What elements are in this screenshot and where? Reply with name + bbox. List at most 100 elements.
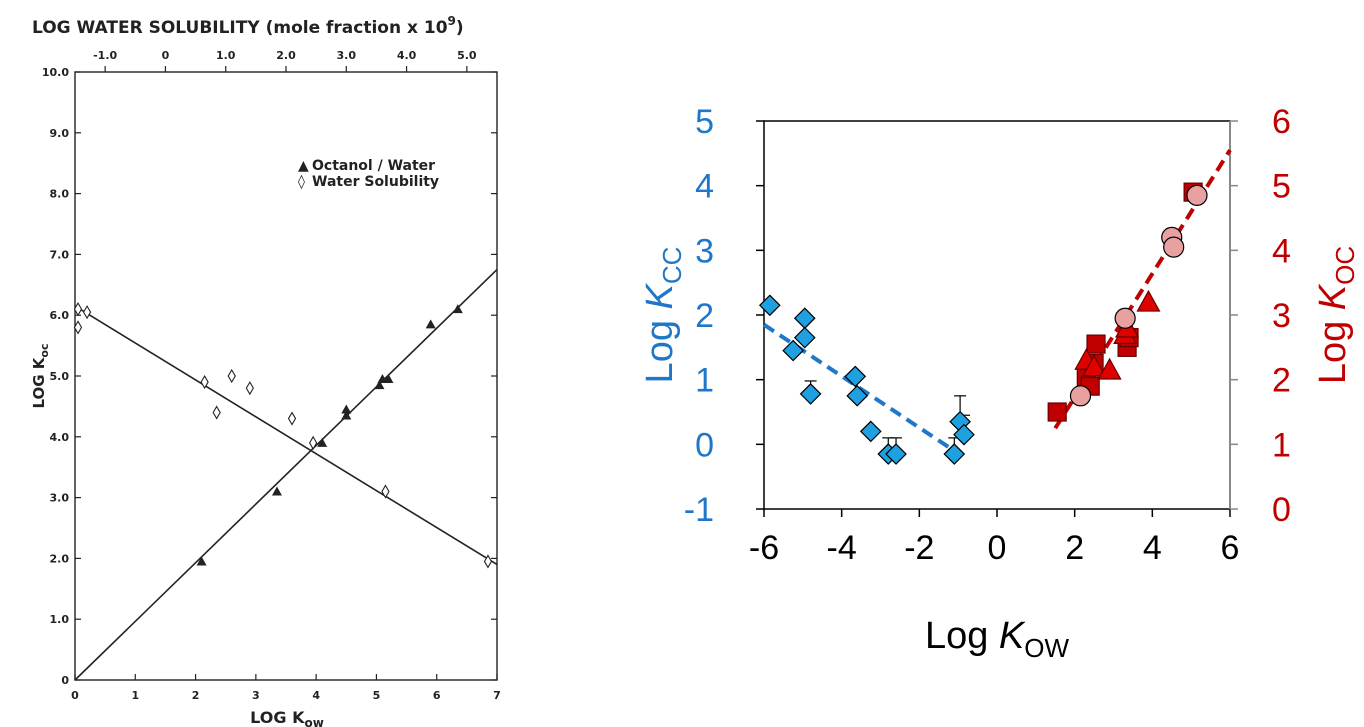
legend-octanol-label: Octanol / Water	[312, 158, 435, 174]
legend-octanol-symbol: ▲	[298, 158, 309, 174]
y-tick-label: 7.0	[50, 248, 70, 261]
solubility-point	[227, 368, 236, 384]
left-y-tick-label: 5	[695, 103, 714, 141]
right-y-axis-label: Log KOC	[1312, 246, 1360, 384]
y-tick-label: 3.0	[50, 492, 70, 505]
koc-circle-point	[1163, 236, 1185, 258]
koc-circle-point	[1069, 385, 1092, 407]
x-tick-label: 5	[373, 689, 381, 702]
x-tick-label: 2	[192, 689, 200, 702]
left-y-tick-label: 0	[695, 426, 714, 464]
x-tick-label: 3	[252, 689, 260, 702]
x-tick-label: 7	[493, 689, 501, 702]
solubility-point	[73, 320, 83, 335]
right-y-tick-label: 5	[1272, 168, 1291, 206]
right-y-tick-label: 2	[1272, 362, 1291, 400]
x-axis-ticks: 0 1 2 3 4 5 6 7	[71, 674, 501, 702]
right-y-tick-label: 1	[1272, 426, 1291, 464]
legend-solubility-symbol: ◊	[298, 174, 305, 190]
left-y-axis-label: Log KCC	[639, 247, 687, 384]
y-tick-label: 10.0	[42, 66, 69, 79]
legend: ▲ Octanol / Water ◊ Water Solubility	[298, 158, 439, 190]
y-tick-label: 5.0	[50, 370, 70, 383]
x-tick-label-right: 4	[1143, 529, 1162, 567]
top-tick-label: -1.0	[93, 49, 117, 62]
solubility-fit-line	[74, 305, 498, 566]
right-y-tick-label: 4	[1272, 232, 1291, 270]
koc-vs-kow-scan-chart: LOG WATER SOLUBILITY (mole fraction x 10…	[30, 14, 501, 727]
y-tick-label: 1.0	[50, 613, 70, 626]
legend-solubility-label: Water Solubility	[312, 174, 439, 190]
top-tick-label: 3.0	[337, 49, 357, 62]
solubility-point	[212, 405, 221, 420]
kcc-diamond-point	[953, 423, 975, 446]
x-axis-label: LOG Kow	[250, 708, 324, 727]
plot-frame-right	[763, 120, 1231, 510]
koc-circle-point	[1186, 184, 1208, 206]
x-tick-label: 4	[312, 689, 320, 702]
axis-ticks: -6 -4 -2 0 2 4 6 -1 0 1 2 3 4 5 0 1 2 3 4 5 6	[684, 103, 1291, 567]
right-y-tick-label: 6	[1272, 103, 1291, 141]
kcc-diamond-point	[844, 365, 867, 388]
left-y-tick-label: 1	[695, 362, 714, 400]
octanol-point	[341, 404, 352, 414]
solubility-point	[308, 435, 318, 450]
solubility-point	[381, 484, 390, 499]
solubility-point	[200, 374, 209, 390]
y-tick-label: 6.0	[50, 309, 70, 322]
x-tick-label: 1	[131, 689, 139, 702]
solubility-point	[483, 554, 493, 569]
koc-triangle-point	[1082, 354, 1107, 377]
x-tick-label: 6	[433, 689, 441, 702]
koc-square-point	[1047, 402, 1067, 422]
right-y-tick-label: 0	[1272, 491, 1291, 529]
kcc-diamond-point	[943, 443, 966, 465]
solubility-point	[287, 411, 297, 426]
y-tick-label: 0	[61, 674, 69, 687]
octanol-fit-line	[74, 269, 498, 681]
x-tick-label-right: -4	[827, 529, 857, 567]
y-axis-ticks: 0 1.0 2.0 3.0 4.0 5.0 6.0 7.0 8.0 9.0 10.0	[42, 66, 497, 687]
data-points	[73, 302, 493, 569]
data-points	[758, 182, 1208, 465]
kcc-diamond-point	[793, 307, 816, 330]
octanol-point	[271, 486, 282, 496]
octanol-point	[341, 410, 352, 420]
x-axis-label-right: Log KOW	[925, 615, 1070, 663]
koc-circle-point	[1114, 307, 1136, 329]
octanol-point	[374, 380, 385, 390]
y-tick-label: 2.0	[50, 552, 70, 565]
kcc-diamond-point	[799, 383, 822, 405]
x-tick-label-right: 0	[988, 529, 1007, 567]
y-axis-label: LOG Koc	[30, 343, 51, 408]
top-tick-label: 1.0	[216, 49, 236, 62]
octanol-point	[317, 437, 328, 447]
left-y-tick-label: 2	[695, 297, 714, 335]
top-tick-label: 2.0	[276, 49, 296, 62]
koc-triangle-point	[1136, 289, 1161, 312]
x-tick-label-right: -6	[749, 529, 779, 567]
solubility-point	[245, 381, 254, 396]
x-tick-label-right: 2	[1065, 529, 1084, 567]
top-tick-label: 0	[162, 49, 170, 62]
solubility-point	[82, 305, 92, 320]
x-tick-label-right: -2	[904, 529, 934, 567]
right-y-tick-label: 3	[1272, 297, 1291, 335]
kcc-diamond-point	[793, 326, 816, 349]
octanol-point	[452, 304, 463, 314]
plot-frame	[74, 71, 498, 681]
left-y-tick-label: -1	[684, 491, 714, 529]
octanol-point	[425, 319, 436, 329]
kcc-diamond-point	[782, 339, 804, 362]
kcc-diamond-point	[758, 294, 781, 317]
kcc-diamond-point	[859, 420, 882, 443]
left-y-tick-label: 3	[695, 232, 714, 270]
octanol-point	[196, 556, 207, 566]
x-tick-label-right: 6	[1221, 529, 1240, 567]
koc-triangle-point	[1097, 357, 1122, 380]
y-tick-label: 8.0	[50, 188, 70, 201]
top-tick-label: 4.0	[397, 49, 417, 62]
y-tick-label: 4.0	[50, 431, 70, 444]
top-axis-ticks: -1.0 0 1.0 2.0 3.0 4.0 5.0	[93, 49, 477, 72]
